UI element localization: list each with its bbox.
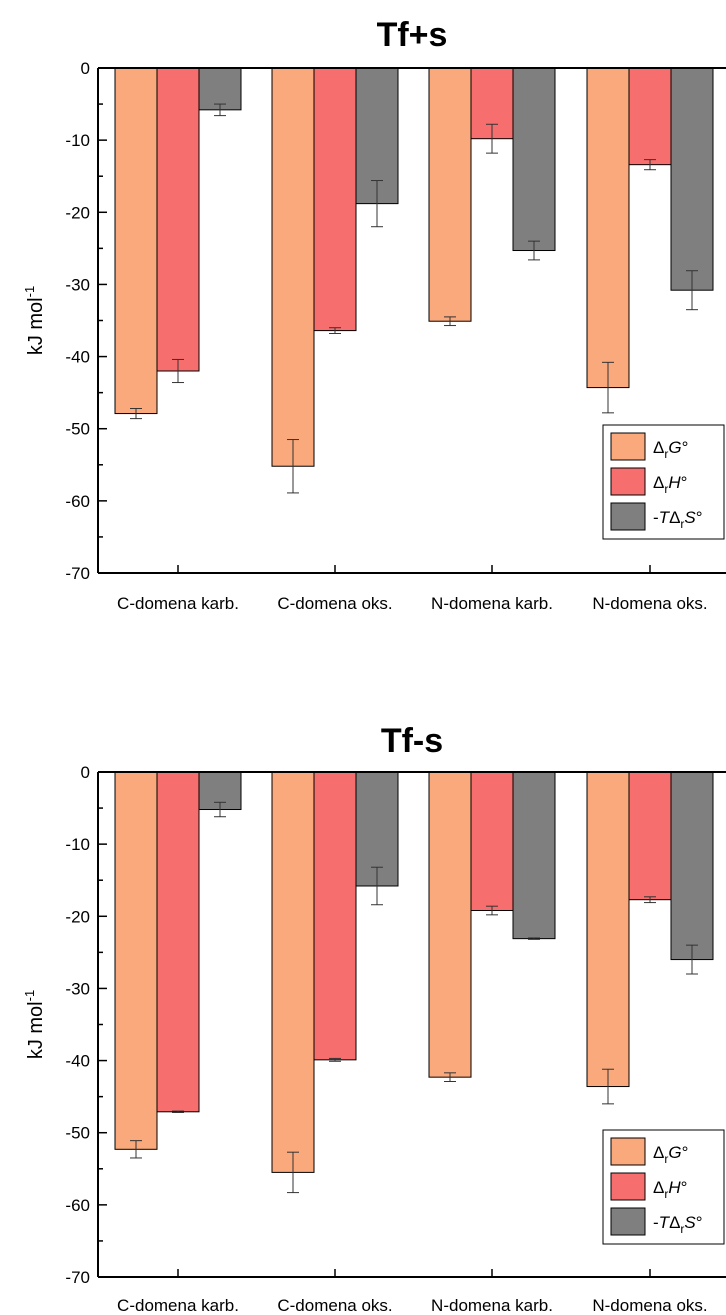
- y-tick-label: -70: [65, 1268, 90, 1287]
- bar: [471, 772, 513, 911]
- legend-swatch: [611, 468, 645, 495]
- bar: [587, 772, 629, 1087]
- legend-swatch: [611, 503, 645, 530]
- y-tick-label: 0: [81, 763, 90, 782]
- y-tick-label: -50: [65, 1124, 90, 1143]
- bar: [587, 68, 629, 388]
- y-tick-label: -40: [65, 348, 90, 367]
- y-tick-label: -50: [65, 420, 90, 439]
- y-tick-label: -70: [65, 564, 90, 583]
- bar: [429, 68, 471, 321]
- legend: ΔrG°ΔrH°-TΔrS°: [603, 425, 724, 539]
- bar: [157, 772, 199, 1112]
- y-tick-label: -30: [65, 275, 90, 294]
- chart-title: Tf-s: [381, 722, 443, 760]
- bar: [115, 68, 157, 414]
- bar: [314, 68, 356, 331]
- x-tick-label: C-domena oks.: [277, 594, 392, 613]
- bar: [629, 68, 671, 165]
- legend-swatch: [611, 1138, 645, 1165]
- y-axis-title: kJ mol-1: [22, 286, 47, 355]
- x-tick-label: C-domena oks.: [277, 1296, 392, 1315]
- x-tick-label: N-domena oks.: [592, 594, 707, 613]
- bar: [272, 68, 314, 466]
- x-tick-label: C-domena karb.: [117, 1296, 239, 1315]
- bar: [429, 772, 471, 1077]
- bar: [272, 772, 314, 1172]
- y-tick-label: -40: [65, 1052, 90, 1071]
- bar: [314, 772, 356, 1060]
- x-tick-label: N-domena karb.: [431, 594, 553, 613]
- legend-swatch: [611, 1208, 645, 1235]
- legend: ΔrG°ΔrH°-TΔrS°: [603, 1130, 724, 1244]
- bar: [513, 68, 555, 251]
- y-axis-title: kJ mol-1: [22, 990, 47, 1059]
- y-tick-label: -10: [65, 131, 90, 150]
- x-tick-label: C-domena karb.: [117, 594, 239, 613]
- y-tick-label: -60: [65, 1196, 90, 1215]
- y-tick-label: -20: [65, 203, 90, 222]
- y-tick-label: -10: [65, 835, 90, 854]
- bar: [115, 772, 157, 1149]
- legend-swatch: [611, 1173, 645, 1200]
- y-tick-label: -30: [65, 979, 90, 998]
- chart-title: Tf+s: [377, 16, 448, 54]
- bar: [629, 772, 671, 900]
- bar: [671, 772, 713, 960]
- x-tick-label: N-domena karb.: [431, 1296, 553, 1315]
- y-tick-label: 0: [81, 59, 90, 78]
- bar: [671, 68, 713, 290]
- bar: [513, 772, 555, 939]
- y-tick-label: -20: [65, 907, 90, 926]
- x-tick-label: N-domena oks.: [592, 1296, 707, 1315]
- chart-panel-2: Tf-s kJ mol-1 0 -10 -20 -30 -40 -50 -60 -70 C-dome…: [22, 722, 726, 1315]
- legend-swatch: [611, 433, 645, 460]
- y-tick-label: -60: [65, 492, 90, 511]
- chart-panel-1: Tf+s kJ mol-1 0 -10 -20 -30 -40 -50 -60 -70 C-dome…: [22, 16, 726, 613]
- bar: [157, 68, 199, 371]
- bar: [199, 68, 241, 110]
